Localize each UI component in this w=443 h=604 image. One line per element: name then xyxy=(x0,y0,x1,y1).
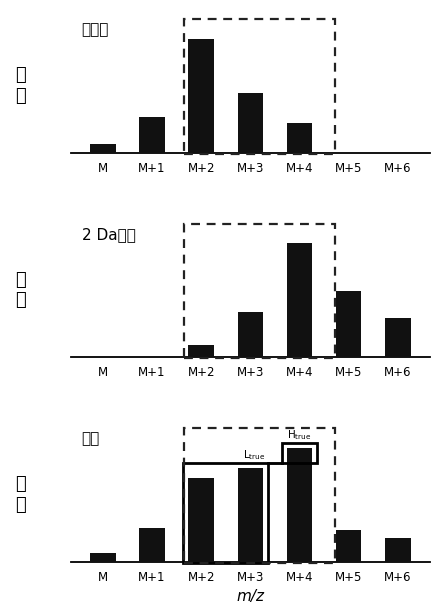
Text: 强
度: 强 度 xyxy=(15,475,26,514)
Bar xyxy=(90,144,116,153)
Text: 混合: 混合 xyxy=(82,431,100,446)
Text: 强
度: 强 度 xyxy=(15,271,26,309)
Bar xyxy=(237,468,263,562)
Bar xyxy=(139,117,165,153)
Bar xyxy=(188,345,214,357)
Bar xyxy=(282,443,317,463)
Bar xyxy=(287,448,312,562)
Bar xyxy=(287,123,312,153)
Bar xyxy=(237,312,263,357)
Bar xyxy=(385,538,411,562)
Text: 未标记: 未标记 xyxy=(82,22,109,37)
Bar xyxy=(139,528,165,562)
Bar xyxy=(385,318,411,357)
Bar xyxy=(336,291,361,357)
Bar xyxy=(188,478,214,562)
Bar xyxy=(184,19,335,154)
Bar xyxy=(336,530,361,562)
Bar xyxy=(188,39,214,153)
X-axis label: m/z: m/z xyxy=(236,590,264,604)
Bar xyxy=(183,463,268,563)
Bar xyxy=(90,553,116,562)
Bar xyxy=(287,243,312,357)
Text: 强
度: 强 度 xyxy=(15,66,26,105)
Text: 2 Da标记: 2 Da标记 xyxy=(82,226,136,242)
Text: L$_{\mathregular{true}}$: L$_{\mathregular{true}}$ xyxy=(243,448,265,462)
Text: H$_{\mathregular{true}}$: H$_{\mathregular{true}}$ xyxy=(287,428,312,442)
Bar xyxy=(184,428,335,563)
Bar xyxy=(237,468,263,562)
Bar xyxy=(237,92,263,153)
Bar xyxy=(184,224,335,358)
Bar xyxy=(188,478,214,562)
